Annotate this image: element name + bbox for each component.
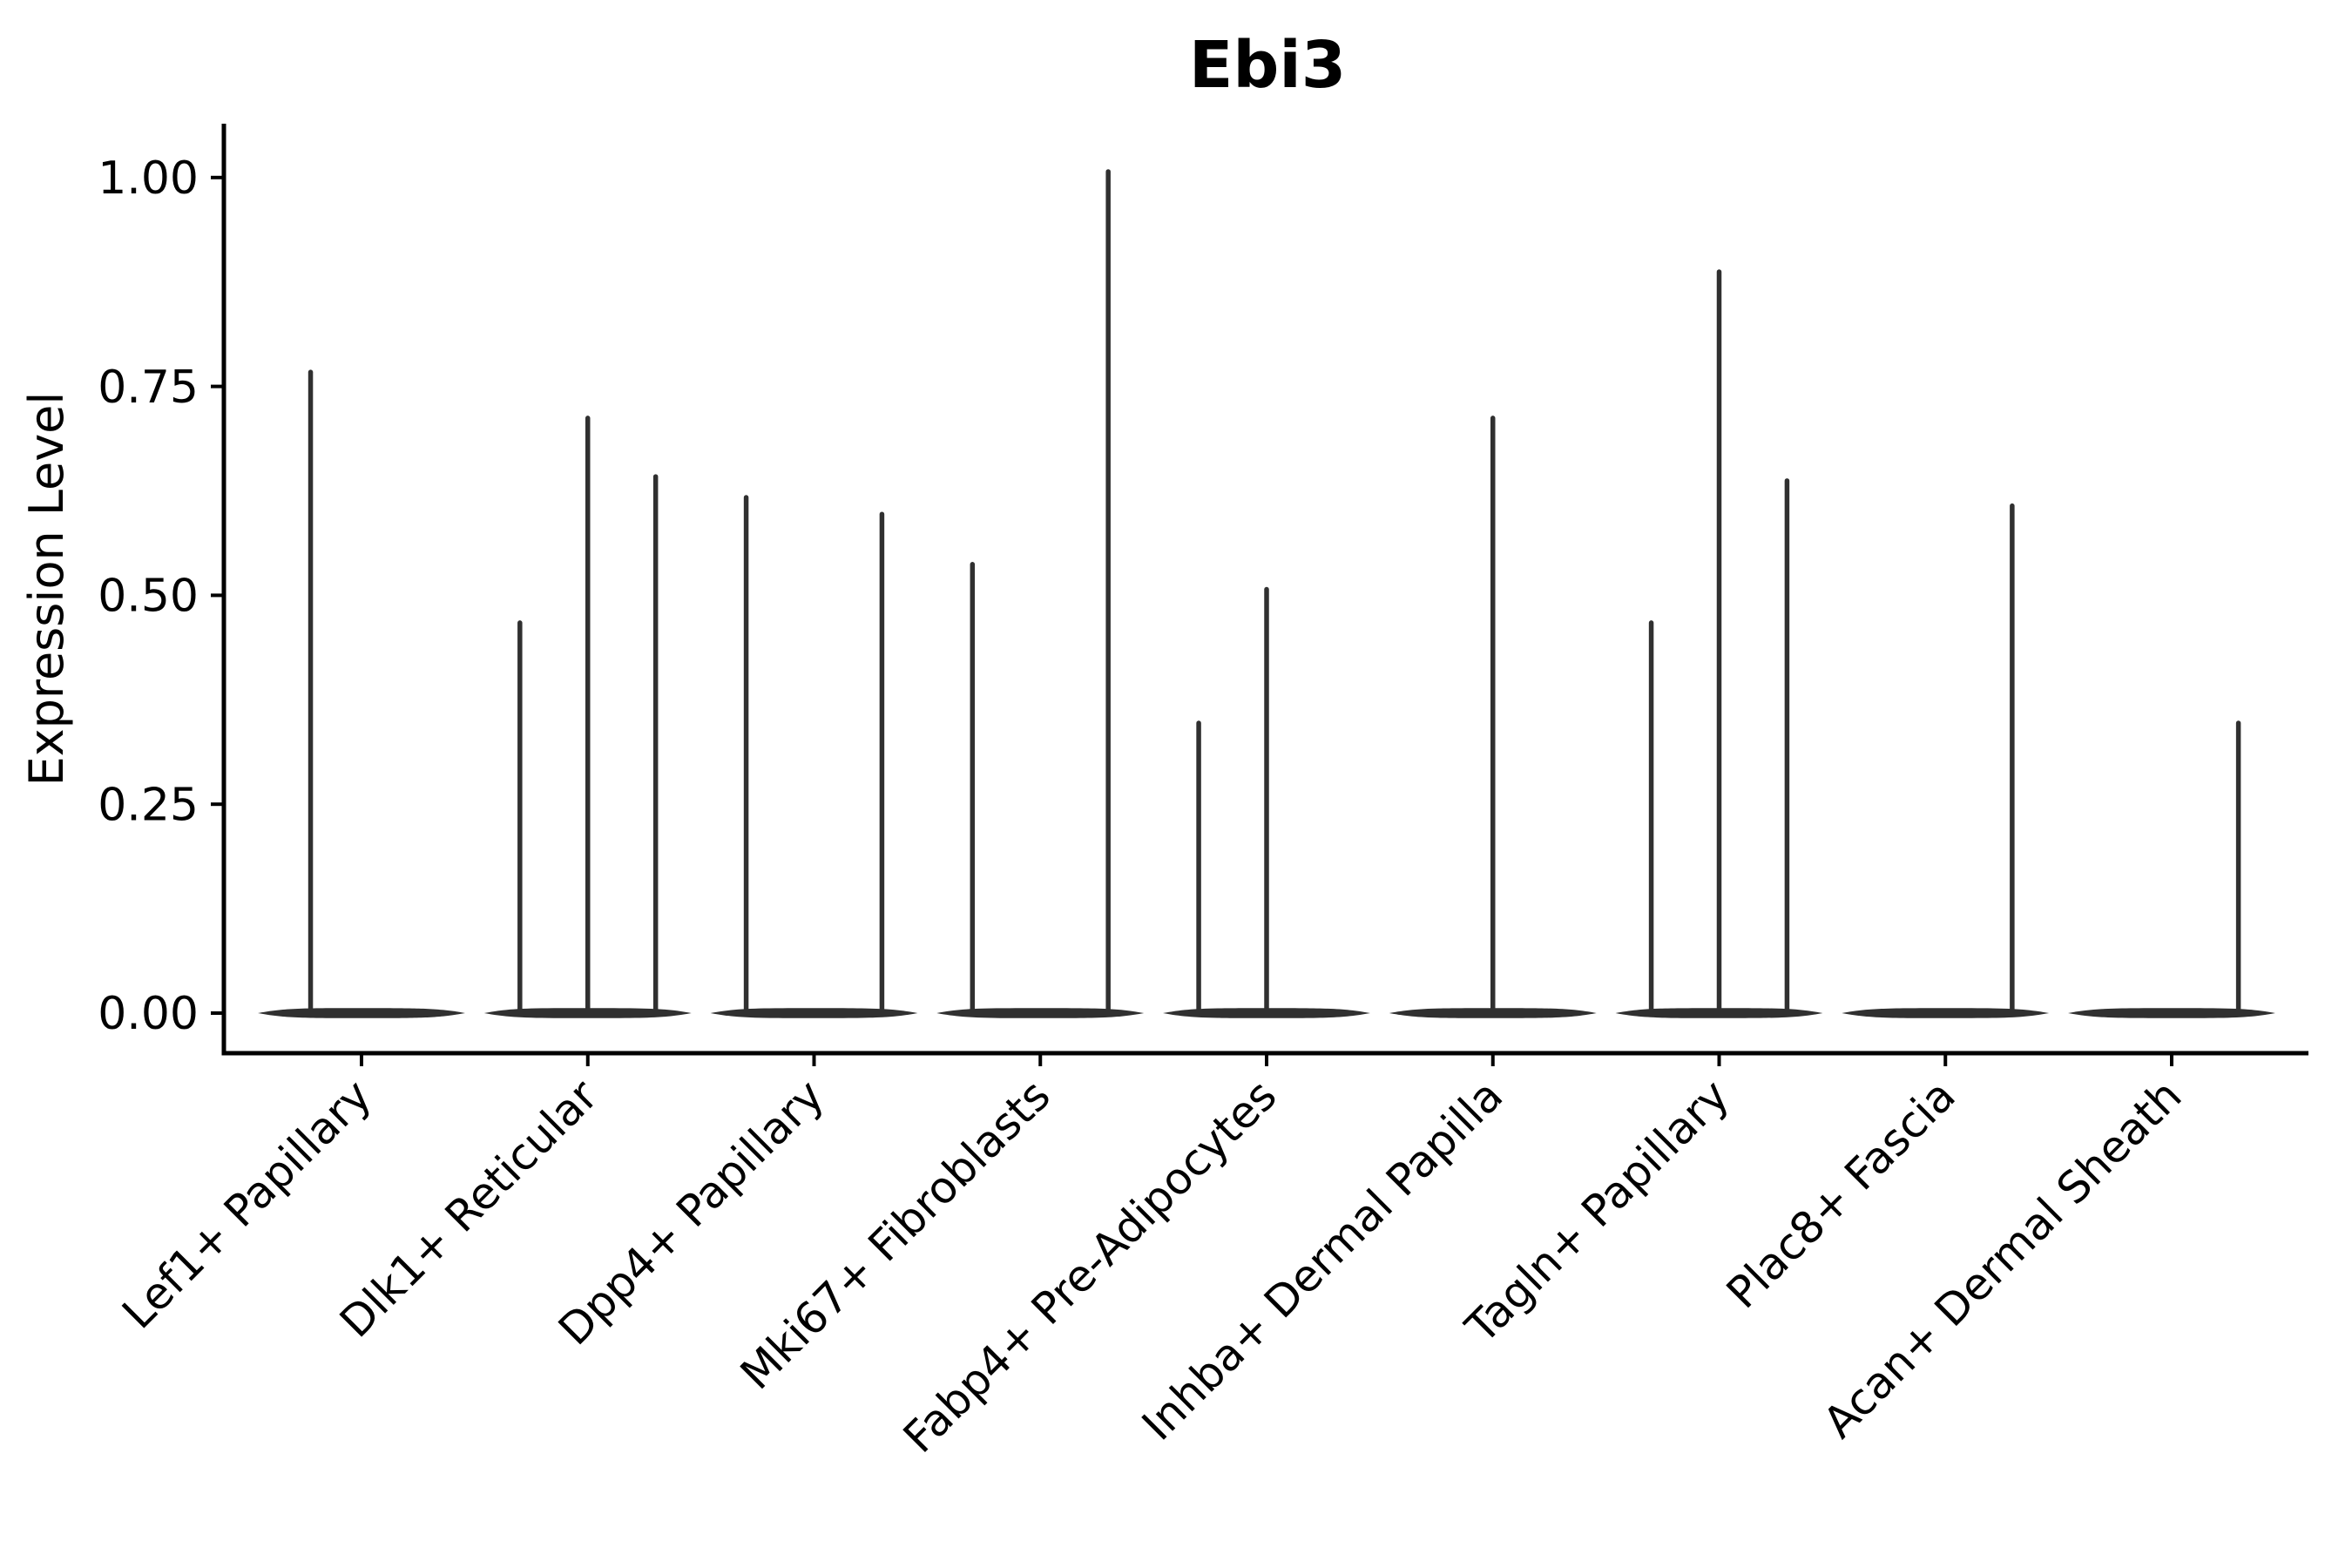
y-tick-label-0.25: 0.25: [98, 779, 199, 831]
chart-title: Ebi3: [1189, 28, 1346, 103]
x-tick-label-0: Lef1+ Papillary: [112, 1070, 381, 1338]
y-axis-label: Expression Level: [19, 392, 74, 787]
violin-body-3: [936, 1008, 1145, 1018]
y-tick-label-1.00: 1.00: [98, 152, 199, 205]
violin-body-0: [258, 1008, 465, 1018]
x-tick-label-5: Inhba+ Dermal Papilla: [1132, 1070, 1512, 1450]
violin-body-8: [2068, 1008, 2275, 1018]
violin-body-7: [1842, 1008, 2050, 1018]
violin-2: [710, 495, 918, 1018]
y-tick-label-0.00: 0.00: [98, 988, 199, 1040]
violin-body-2: [710, 1008, 918, 1018]
violin-1: [483, 416, 692, 1018]
x-tick-label-4: Fabp4+ Pre-Adipocytes: [894, 1070, 1287, 1463]
violins-layer: [258, 169, 2275, 1018]
x-tick-label-7: Plac8+ Fascia: [1717, 1070, 1965, 1318]
violin-3: [936, 169, 1145, 1018]
violin-8: [2068, 720, 2275, 1018]
y-tick-label-0.50: 0.50: [98, 571, 199, 623]
y-tick-label-0.75: 0.75: [98, 362, 199, 414]
violin-0: [258, 369, 465, 1018]
violin-4: [1163, 586, 1370, 1018]
violin-7: [1842, 503, 2050, 1018]
violin-5: [1389, 416, 1597, 1018]
x-tick-label-8: Acan+ Dermal Sheath: [1814, 1070, 2192, 1448]
violin-6: [1615, 269, 1823, 1018]
